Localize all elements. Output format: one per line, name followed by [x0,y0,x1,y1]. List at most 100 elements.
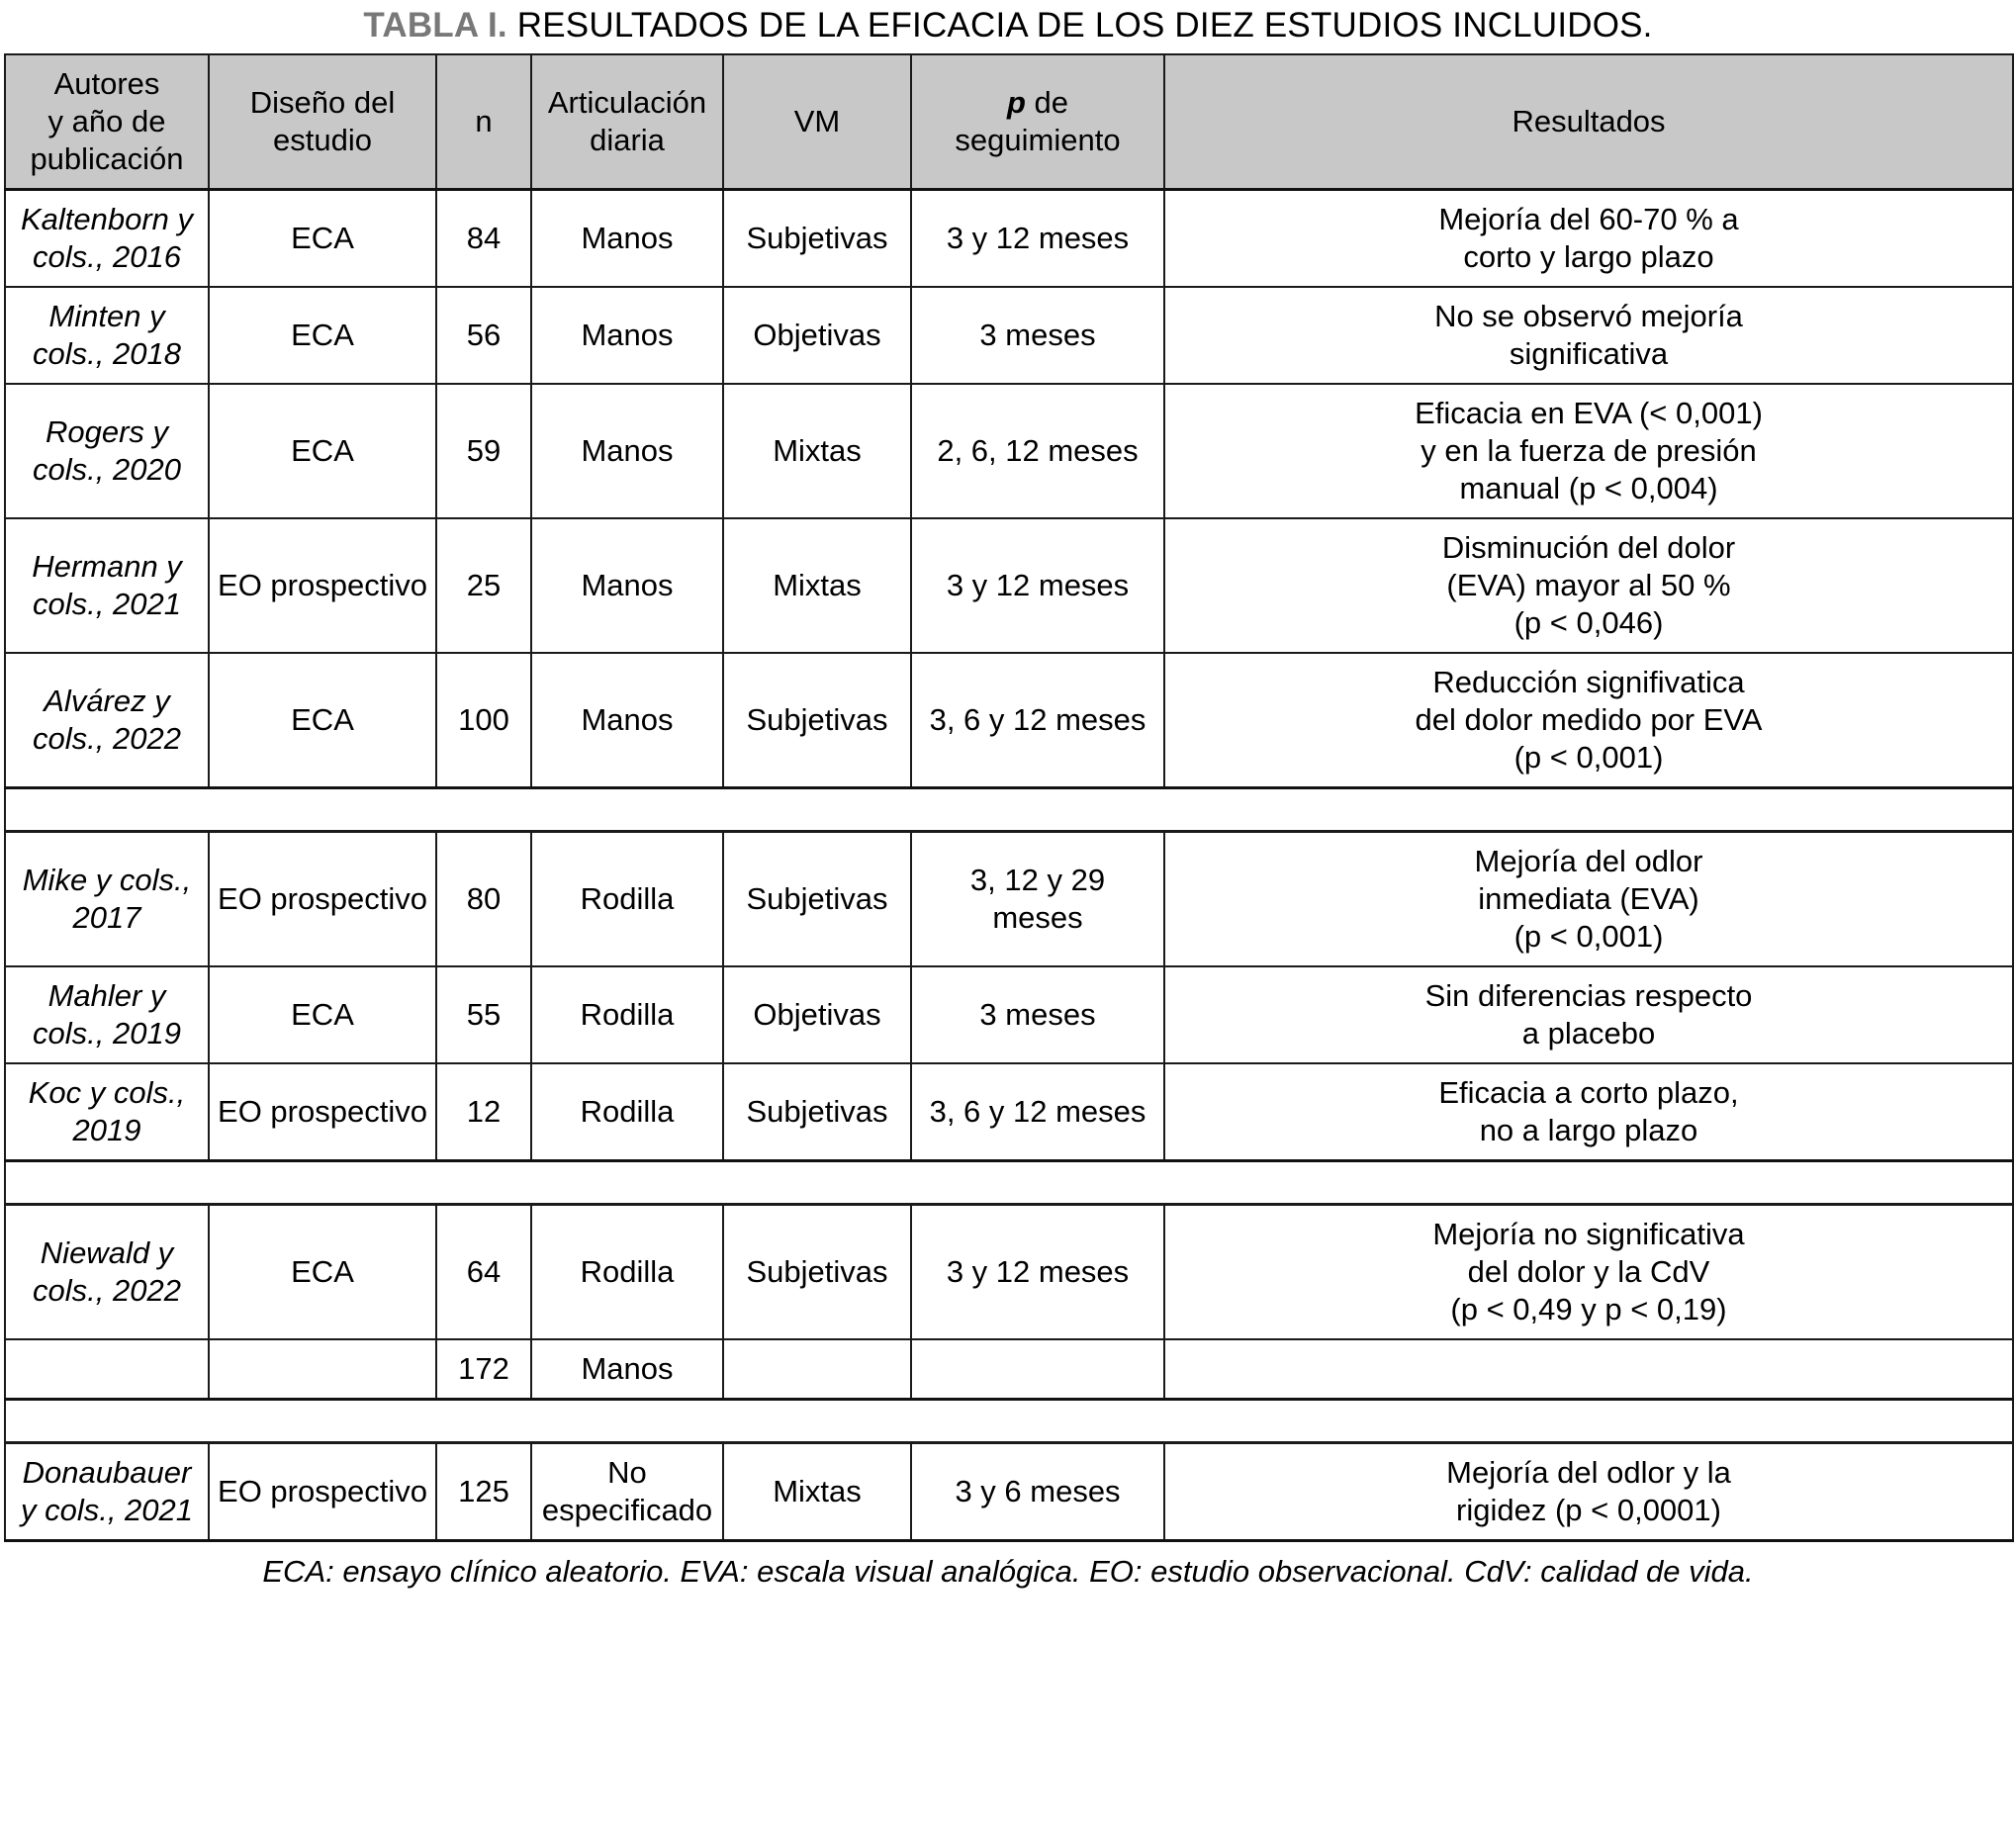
cell-line: Objetivas [753,997,881,1032]
cell-line: ECA [291,318,354,352]
cell-line: meses [992,900,1083,935]
cell-autores: Hermann y cols., 2021 [4,517,210,654]
p-italic: p [1006,85,1026,120]
cell-vm [722,1338,912,1401]
cell-articulacion: Manos [530,188,724,288]
cell-articulacion: No especificado [530,1441,724,1542]
cell-articulacion: Manos [530,383,724,519]
cell-autores: Minten y cols., 2018 [4,286,210,385]
cell-p-seguimiento: 3 y 12 meses [910,188,1165,288]
cell-line: 64 [466,1254,502,1289]
cell-autores: Mahler y cols., 2019 [4,965,210,1064]
block-separator-row [4,1159,2014,1206]
cell-autores: Mike y cols., 2017 [4,830,210,967]
cell-line: Mejoría del 60-70 % a [1438,202,1739,236]
cell-articulacion: Manos [530,517,724,654]
cell-p-seguimiento [910,1338,1165,1401]
cell-line: 25 [466,568,502,602]
cell-line: Kaltenborn y [20,202,194,236]
table-header: Autores y año de publicación Diseño del … [4,53,2014,191]
cell-line: Eficacia a corto plazo, [1438,1075,1739,1110]
efficacy-results-table: Autores y año de publicación Diseño del … [4,53,2014,1542]
cell-diseno: ECA [208,286,437,385]
cell-line: Rodilla [580,997,675,1032]
cell-line: 2, 6, 12 meses [937,433,1139,468]
cell-line: Mixtas [773,433,862,468]
cell-line: Disminución del dolor [1441,530,1736,565]
cell-line: 3 meses [979,997,1096,1032]
cell-diseno: EO prospectivo [208,1062,437,1162]
table-row: Minten y cols., 2018 ECA 56 Manos Objetivas 3 … [4,286,2014,385]
header-line: p de [920,84,1155,122]
p-rest: de [1025,85,1069,120]
cell-line: (p < 0,001) [1513,740,1664,775]
cell-line: ECA [291,702,354,737]
cell-line: 59 [466,433,502,468]
table-footnote: ECA: ensayo clínico aleatorio. EVA: esca… [262,1554,1754,1589]
table-row: Mahler y cols., 2019 ECA 55 Rodilla Objetivas… [4,965,2014,1064]
cell-line: 3 y 12 meses [946,1254,1130,1289]
cell-line: 2017 [72,900,141,935]
cell-articulacion: Manos [530,286,724,385]
column-header-articulacion: Articulación diaria [530,53,724,191]
cell-line: (p < 0,49 y p < 0,19) [1450,1292,1727,1326]
cell-line: (p < 0,001) [1513,919,1664,954]
cell-line: Rodilla [580,1254,675,1289]
cell-line: Manos [581,1351,674,1386]
table-number-label: TABLA I. [363,6,507,45]
cell-diseno: ECA [208,188,437,288]
cell-line: ECA [291,433,354,468]
cell-n: 172 [435,1338,532,1401]
cell-line: (EVA) mayor al 50 % [1446,568,1731,602]
cell-line: Manos [581,433,674,468]
cell-line: 84 [466,221,502,255]
cell-line: Subjetivas [746,1254,888,1289]
header-line: Articulación [547,85,707,120]
cell-resultados: Mejoría no significativa del dolor y la C… [1163,1203,2014,1340]
cell-p-seguimiento: 3, 12 y 29 meses [910,830,1165,967]
cell-line: Subjetivas [746,221,888,255]
cell-resultados: Reducción signifivatica del dolor medido … [1163,652,2014,789]
cell-vm: Subjetivas [722,652,912,789]
cell-line: 2019 [72,1113,141,1147]
cell-resultados: Eficacia a corto plazo, no a largo plazo [1163,1062,2014,1162]
cell-n: 12 [435,1062,532,1162]
cell-line: ECA [291,1254,354,1289]
cell-line: corto y largo plazo [1463,239,1714,274]
cell-diseno: ECA [208,965,437,1064]
table-row: Niewald y cols., 2022 ECA 64 Rodilla Subjetiv… [4,1203,2014,1340]
cell-articulacion: Rodilla [530,1062,724,1162]
cell-vm: Mixtas [722,383,912,519]
cell-diseno: EO prospectivo [208,830,437,967]
cell-line: cols., 2022 [33,721,181,756]
cell-resultados: Mejoría del odlor y la rigidez (p < 0,000… [1163,1441,2014,1542]
cell-autores: Koc y cols., 2019 [4,1062,210,1162]
column-header-autores: Autores y año de publicación [4,53,210,191]
cell-line: Rodilla [580,881,675,916]
cell-vm: Objetivas [722,965,912,1064]
header-line: Autores [53,66,160,101]
cell-line: Minten y [48,299,165,333]
column-header-n: n [435,53,532,191]
cell-line: Mike y cols., [22,863,192,897]
cell-line: Hermann y [32,549,182,584]
cell-resultados [1163,1338,2014,1401]
cell-n: 59 [435,383,532,519]
cell-line: Reducción signifivatica [1432,665,1745,699]
header-line: y año de [47,104,166,138]
cell-line: Mejoría del odlor y la [1446,1455,1731,1490]
cell-p-seguimiento: 3 y 12 meses [910,1203,1165,1340]
cell-line: no a largo plazo [1479,1113,1698,1147]
header-row: Autores y año de publicación Diseño del … [4,53,2014,191]
table-row: Kaltenborn y cols., 2016 ECA 84 Manos Subjeti… [4,188,2014,288]
cell-line: EO prospectivo [218,1474,427,1508]
cell-line: Manos [581,221,674,255]
cell-n: 125 [435,1441,532,1542]
cell-line: 55 [466,997,502,1032]
header-line: diaria [590,123,665,157]
table-row: Mike y cols., 2017 EO prospectivo 80 Rodilla… [4,830,2014,967]
cell-line: Koc y cols., [28,1075,186,1110]
cell-line: manual (p < 0,004) [1459,471,1718,505]
cell-p-seguimiento: 3 meses [910,965,1165,1064]
cell-line: EO prospectivo [218,568,427,602]
